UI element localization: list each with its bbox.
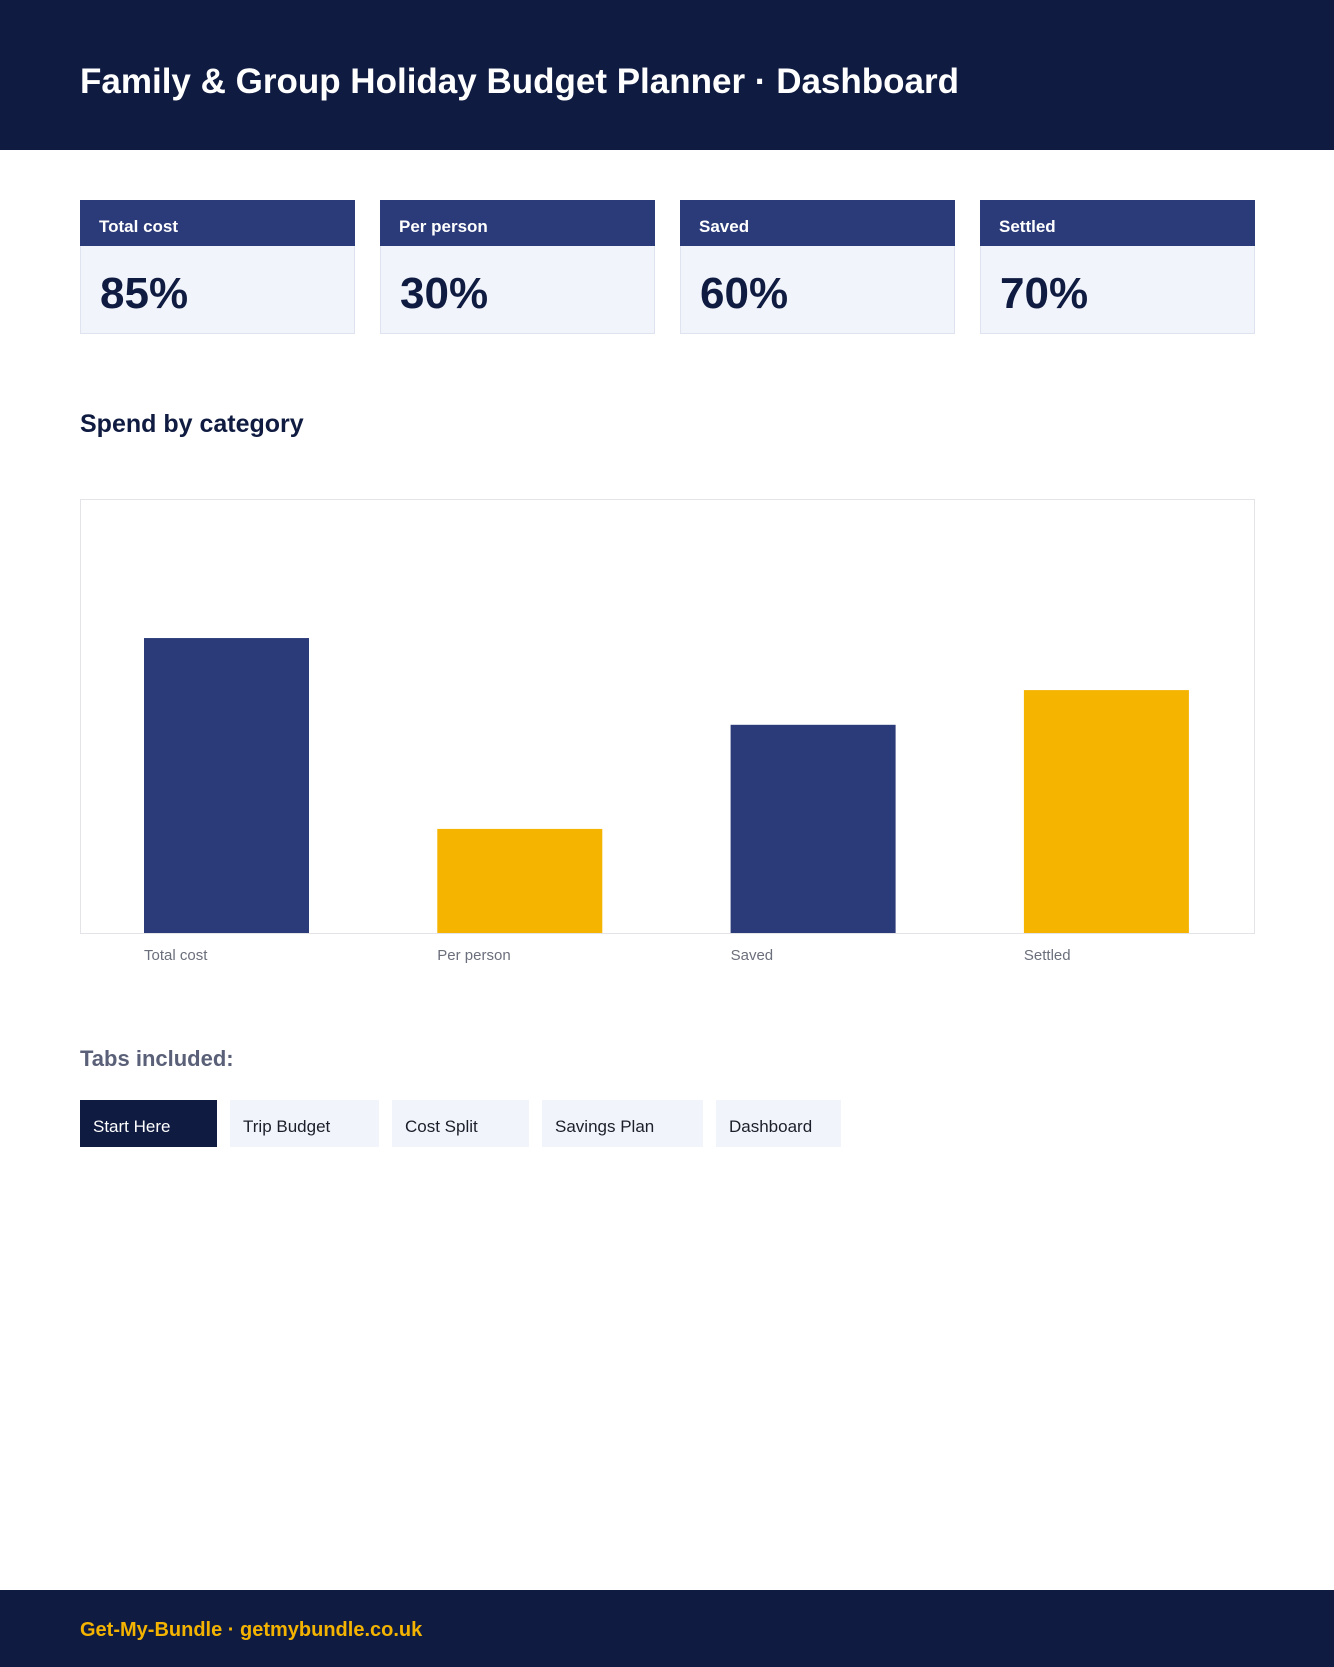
kpi-card-total-cost: Total cost 85% [80, 200, 355, 334]
bar-per-person [437, 828, 603, 933]
tab-savings-plan[interactable]: Savings Plan [542, 1100, 703, 1147]
chart-section-title: Spend by category [80, 410, 304, 438]
footer-brand: Get-My-Bundle · getmybundle.co.uk [80, 1619, 423, 1641]
kpi-card-saved: Saved 60% [680, 200, 955, 334]
kpi-value: 30% [400, 269, 489, 318]
header-bar: Family & Group Holiday Budget Planner · … [0, 0, 1334, 150]
kpi-card-per-person: Per person 30% [380, 200, 655, 334]
page-title: Family & Group Holiday Budget Planner · … [80, 62, 959, 101]
kpi-label: Saved [680, 200, 955, 246]
tabs-heading: Tabs included: [80, 1046, 234, 1071]
kpi-value: 70% [1000, 269, 1089, 318]
spend-bar-chart: Total cost Per person Saved Settled [144, 638, 1189, 964]
footer-bar: Get-My-Bundle · getmybundle.co.uk [0, 1590, 1334, 1667]
kpi-row: Total cost 85% Per person 30% Saved 60% … [80, 200, 1255, 334]
kpi-label: Per person [380, 200, 655, 246]
x-tick-label: Per person [437, 947, 510, 964]
kpi-label: Total cost [80, 200, 355, 246]
tab-strip: Start Here Trip Budget Cost Split Saving… [80, 1100, 841, 1147]
tab-start-here[interactable]: Start Here [80, 1100, 217, 1147]
x-tick-label: Total cost [144, 947, 208, 964]
bar-settled [1023, 690, 1189, 933]
kpi-value: 60% [700, 269, 789, 318]
tab-dashboard[interactable]: Dashboard [716, 1100, 841, 1147]
x-tick-label: Settled [1024, 947, 1071, 964]
bar-total-cost [144, 638, 309, 933]
kpi-value: 85% [100, 269, 189, 318]
tab-trip-budget[interactable]: Trip Budget [230, 1100, 379, 1147]
kpi-card-settled: Settled 70% [980, 200, 1255, 334]
x-tick-label: Saved [731, 947, 774, 964]
bar-saved [730, 724, 896, 933]
kpi-label: Settled [980, 200, 1255, 246]
tab-cost-split[interactable]: Cost Split [392, 1100, 529, 1147]
